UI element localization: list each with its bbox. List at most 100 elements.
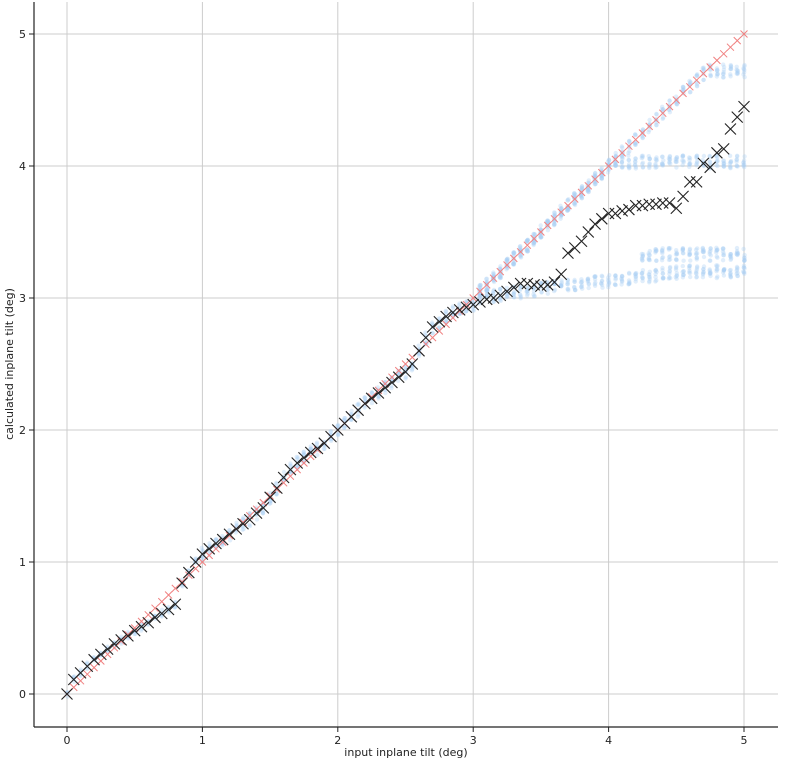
mean-point-stroke	[122, 630, 134, 642]
scatter-point	[728, 66, 733, 72]
mean-point	[379, 381, 392, 394]
scatter-point	[640, 161, 645, 167]
scatter-point	[680, 250, 686, 256]
scatter-point	[558, 209, 564, 214]
ideal-point-stroke	[476, 287, 484, 296]
scatter-point	[525, 237, 530, 242]
scatter-point	[544, 219, 550, 224]
mean-point-stroke	[101, 643, 114, 656]
scatter-point	[653, 247, 658, 252]
scatter-point	[694, 269, 699, 274]
scatter-point	[531, 240, 536, 245]
scatter-point	[728, 272, 733, 277]
scatter-point	[639, 153, 645, 159]
scatter-point	[626, 164, 631, 169]
scatter-point	[715, 163, 720, 169]
scatter-point	[565, 198, 570, 203]
scatter-point	[667, 98, 672, 104]
mean-point	[135, 620, 148, 633]
scatter-point	[654, 258, 659, 263]
scatter-point	[687, 161, 692, 166]
scatter-point	[694, 255, 700, 260]
scatter-point	[525, 249, 530, 254]
mean-point	[453, 303, 466, 316]
scatter-point	[661, 158, 666, 163]
scatter-point	[708, 164, 713, 169]
scatter-point	[701, 267, 706, 272]
mean-point	[162, 603, 175, 616]
scatter-point	[443, 308, 448, 314]
scatter-point	[119, 634, 124, 639]
mean-point	[264, 491, 276, 504]
scatter-point	[512, 295, 517, 300]
scatter-point	[592, 274, 597, 279]
ideal-point	[516, 247, 525, 256]
scatter-point	[200, 553, 205, 558]
scatter-point	[613, 273, 618, 279]
mean-point	[643, 198, 656, 211]
scatter-point	[694, 251, 700, 256]
scatter-point	[572, 284, 577, 290]
scatter-point	[660, 116, 665, 122]
scatter-point	[680, 272, 686, 278]
scatter-point	[734, 163, 739, 168]
mean-point-stroke	[142, 616, 155, 629]
scatter-point	[721, 273, 727, 278]
scatter-point	[498, 275, 504, 280]
ideal-point-stroke	[76, 676, 85, 685]
ideal-point	[733, 36, 742, 45]
scatter-point	[687, 270, 692, 275]
scatter-point	[336, 432, 341, 437]
scatter-point	[484, 280, 489, 285]
scatter-point	[715, 255, 720, 260]
scatter-point	[214, 537, 219, 543]
scatter-point	[727, 153, 733, 158]
scatter-point	[741, 72, 746, 77]
scatter-point	[599, 281, 604, 286]
ideal-point-stroke	[625, 142, 633, 151]
scatter-point	[640, 135, 645, 141]
scatter-point	[613, 162, 618, 168]
scatter-point	[640, 165, 646, 170]
scatter-point	[660, 163, 665, 168]
scatter-point	[694, 153, 700, 158]
scatter-point	[585, 188, 591, 193]
scatter-point	[478, 294, 483, 300]
scatter-point	[240, 527, 245, 532]
ideal-point	[625, 142, 633, 151]
scatter-point	[498, 298, 503, 303]
scatter-point	[383, 390, 388, 396]
scatter-point	[457, 301, 462, 306]
ideal-point-stroke	[652, 115, 660, 124]
scatter-point	[647, 164, 652, 169]
scatter-point	[633, 272, 638, 277]
scatter-point	[647, 280, 652, 285]
scatter-point	[714, 248, 719, 253]
scatter-point	[478, 283, 483, 288]
scatter-point	[660, 275, 665, 280]
scatter-point	[700, 275, 706, 280]
scatter-point	[558, 283, 564, 288]
scatter-point	[632, 162, 638, 167]
scatter-point	[308, 444, 313, 449]
scatter-point	[362, 405, 367, 410]
scatter-point	[328, 429, 333, 435]
scatter-point	[694, 257, 699, 262]
mean-point	[623, 203, 635, 216]
scatter-point	[626, 278, 632, 283]
scatter-point	[531, 240, 537, 245]
scatter-point	[491, 274, 496, 280]
ideal-point-stroke	[171, 584, 180, 593]
scatter-point	[741, 163, 746, 168]
ideal-point	[218, 538, 227, 547]
mean-point	[589, 218, 601, 230]
scatter-point	[600, 285, 605, 290]
scatter-point	[620, 165, 625, 170]
scatter-point	[524, 289, 529, 294]
scatter-point	[538, 234, 543, 239]
scatter-point	[477, 292, 483, 297]
scatter-point	[714, 250, 719, 255]
scatter-point	[410, 366, 415, 372]
scatter-point	[640, 275, 645, 281]
scatter-point	[606, 277, 611, 282]
